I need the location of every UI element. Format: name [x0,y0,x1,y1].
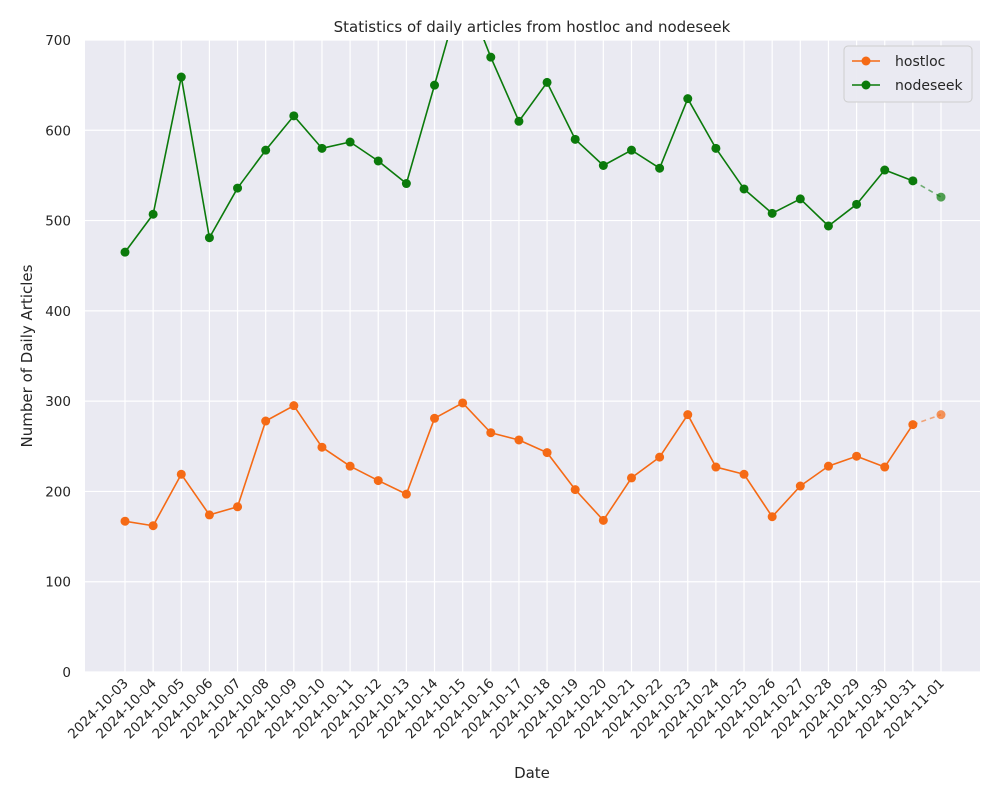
data-point-nodeseek [289,111,299,121]
data-point-hostloc [289,401,299,411]
y-tick-label: 100 [45,575,71,591]
y-tick-label: 200 [45,484,71,500]
legend-box [843,45,973,103]
y-tick-label: 700 [45,33,71,49]
chart-title: Statistics of daily articles from hostlo… [334,18,731,36]
data-point-hostloc [908,420,918,430]
series-forecast-line-hostloc [912,413,942,426]
data-point-nodeseek [373,156,383,166]
data-point-nodeseek [120,247,130,257]
data-point-nodeseek [570,134,580,144]
y-tick-label: 400 [45,304,71,320]
data-point-hostloc [401,489,411,499]
plot-area [85,40,980,672]
data-point-nodeseek [626,145,636,155]
data-point-nodeseek [683,94,693,104]
data-point-nodeseek [233,183,243,193]
data-point-hostloc [936,410,946,420]
data-point-hostloc [373,476,383,486]
x-tick-labels: 2024-10-032024-10-042024-10-052024-10-06… [65,676,948,743]
data-point-hostloc [261,416,271,426]
data-point-nodeseek [401,179,411,189]
data-point-nodeseek [261,145,271,155]
data-point-hostloc [795,481,805,491]
data-point-nodeseek [655,163,665,173]
data-point-hostloc [626,473,636,483]
legend-nodeseek-label: nodeseek [895,78,963,94]
data-point-nodeseek [598,160,608,170]
data-point-nodeseek [908,176,918,186]
data-point-hostloc [233,502,243,512]
data-point-hostloc [823,461,833,471]
y-axis-label: Number of Daily Articles [18,264,36,447]
data-point-hostloc [345,461,355,471]
legend-hostloc-marker [861,56,871,66]
data-point-nodeseek [711,143,721,153]
data-point-hostloc [880,462,890,472]
data-point-hostloc [655,452,665,462]
data-point-hostloc [317,442,327,452]
data-point-hostloc [852,451,862,461]
grid-lines [85,39,980,673]
data-point-nodeseek [486,52,496,62]
data-point-nodeseek [542,77,552,87]
data-point-hostloc [430,413,440,423]
data-point-nodeseek [739,184,749,194]
data-point-nodeseek [936,192,946,202]
data-point-nodeseek [767,208,777,218]
data-point-hostloc [204,510,214,520]
data-point-hostloc [486,428,496,438]
data-point-hostloc [458,398,468,408]
legend-nodeseek-marker [861,80,871,90]
data-point-hostloc [148,521,158,531]
y-tick-label: 600 [45,123,71,139]
data-point-nodeseek [176,72,186,82]
data-point-nodeseek [823,221,833,231]
x-axis-label: Date [514,764,550,782]
data-point-nodeseek [430,80,440,90]
data-point-nodeseek [514,116,524,126]
data-point-nodeseek [795,194,805,204]
y-tick-label: 300 [45,394,71,410]
series-markers [120,52,946,531]
data-point-hostloc [120,516,130,526]
data-point-hostloc [542,448,552,458]
data-point-nodeseek [204,233,214,243]
data-point-nodeseek [852,199,862,209]
data-point-nodeseek [880,165,890,175]
data-point-nodeseek [317,143,327,153]
data-point-nodeseek [345,137,355,147]
y-tick-label: 500 [45,214,71,230]
legend: hostloc nodeseek [843,45,973,103]
data-point-nodeseek [148,209,158,219]
legend-hostloc-label: hostloc [895,54,945,70]
data-point-hostloc [711,462,721,472]
data-point-hostloc [570,485,580,495]
y-tick-label: 0 [62,665,71,681]
data-point-hostloc [176,469,186,479]
data-point-hostloc [767,512,777,522]
series-forecast-line-nodeseek [912,180,942,198]
data-point-hostloc [683,410,693,420]
data-point-hostloc [598,515,608,525]
data-point-hostloc [514,435,524,445]
y-tick-labels: 0 100 200 300 400 500 600 700 [45,33,71,681]
data-point-hostloc [739,469,749,479]
